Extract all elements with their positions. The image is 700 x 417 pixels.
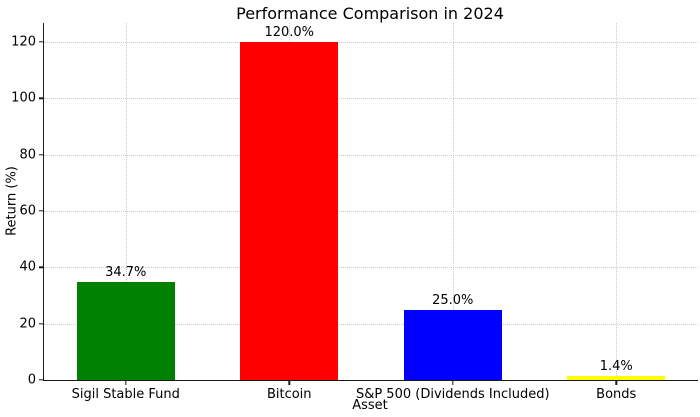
gridline-x-sigil-stable-fund <box>125 23 127 380</box>
gridline-y-120 <box>44 41 698 43</box>
y-tick-label-100: 100 <box>11 90 36 106</box>
y-tick-label-60: 60 <box>19 203 36 219</box>
x-tick-label-s-p-500-dividends-included: S&P 500 (Dividends Included) <box>355 387 550 402</box>
bar-value-label-sigil-stable-fund: 34.7% <box>105 265 147 281</box>
x-tick-mark-s-p-500-dividends-included <box>452 380 454 385</box>
y-tick-label-40: 40 <box>19 259 36 275</box>
gridline-y-100 <box>44 98 698 100</box>
plot-area: 0 20 40 60 80 100 120 34.7% Sigil Stable Fund 120… <box>11 23 698 402</box>
x-tick-mark-sigil-stable-fund <box>125 380 127 385</box>
bar-bitcoin <box>240 41 339 380</box>
gridline-y-40 <box>44 267 698 269</box>
y-axis-label: Return (%) <box>4 166 20 236</box>
y-tick-mark-40 <box>39 266 44 268</box>
gridline-y-60 <box>44 210 698 212</box>
chart-title: Performance Comparison in 2024 <box>236 4 504 23</box>
y-tick-mark-0 <box>39 379 44 381</box>
bar-sigil-stable-fund <box>76 282 175 380</box>
x-axis-label: Asset <box>352 398 388 413</box>
gridline-x-s-p-500-dividends-included <box>452 23 454 380</box>
bar-value-label-s-p-500-dividends-included: 25.0% <box>432 292 474 308</box>
x-tick-label-bonds: Bonds <box>596 387 637 402</box>
y-tick-mark-120 <box>39 41 44 43</box>
y-tick-mark-20 <box>39 322 44 325</box>
y-tick-mark-80 <box>39 153 44 156</box>
bar-bonds <box>567 376 666 380</box>
y-tick-label-80: 80 <box>19 147 36 163</box>
y-tick-mark-100 <box>39 97 44 99</box>
gridline-y-80 <box>44 154 698 156</box>
y-tick-label-0: 0 <box>27 372 36 388</box>
gridline-x-bonds <box>616 23 618 380</box>
bar-value-label-bitcoin: 120.0% <box>264 24 315 40</box>
bar-s-p-500-dividends-included <box>403 309 502 380</box>
bar-value-label-bonds: 1.4% <box>599 359 633 375</box>
gridline-y-20 <box>44 323 698 325</box>
x-tick-label-bitcoin: Bitcoin <box>266 387 312 402</box>
y-tick-label-20: 20 <box>19 316 36 332</box>
x-tick-label-sigil-stable-fund: Sigil Stable Fund <box>71 387 180 402</box>
y-tick-label-120: 120 <box>11 34 36 50</box>
x-tick-mark-bitcoin <box>288 380 290 385</box>
y-tick-mark-60 <box>39 210 44 212</box>
x-tick-mark-bonds <box>615 380 617 385</box>
